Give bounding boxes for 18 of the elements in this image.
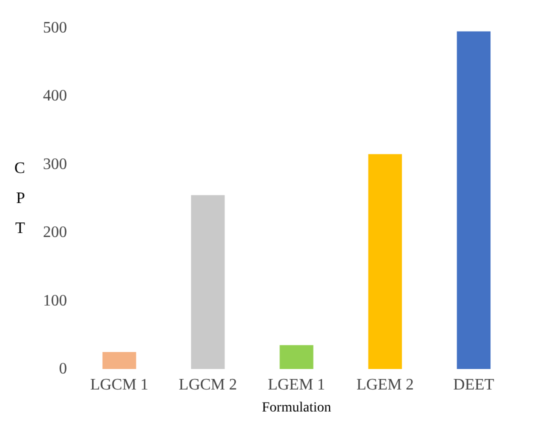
x-tick-label: LGEM 2 [356,376,414,394]
y-tick-label: 500 [43,20,67,36]
x-tick-label: DEET [453,376,494,394]
bar [280,345,314,369]
y-tick-label: 200 [43,224,67,242]
bar [368,154,402,369]
x-axis-title: Formulation [262,400,332,416]
bar [456,31,491,369]
y-axis-title: CPT [14,160,26,237]
x-tick-label: LGCM 1 [90,376,148,394]
y-tick-label: 300 [43,156,67,173]
y-tick-label: 400 [43,88,67,105]
x-tick-label: LGCM 2 [178,376,238,394]
x-tick-label: LGEM 1 [268,376,326,394]
bar [191,195,225,369]
y-tick-label: 100 [43,292,67,310]
y-tick-label: 0 [59,360,67,378]
bar [102,352,136,369]
